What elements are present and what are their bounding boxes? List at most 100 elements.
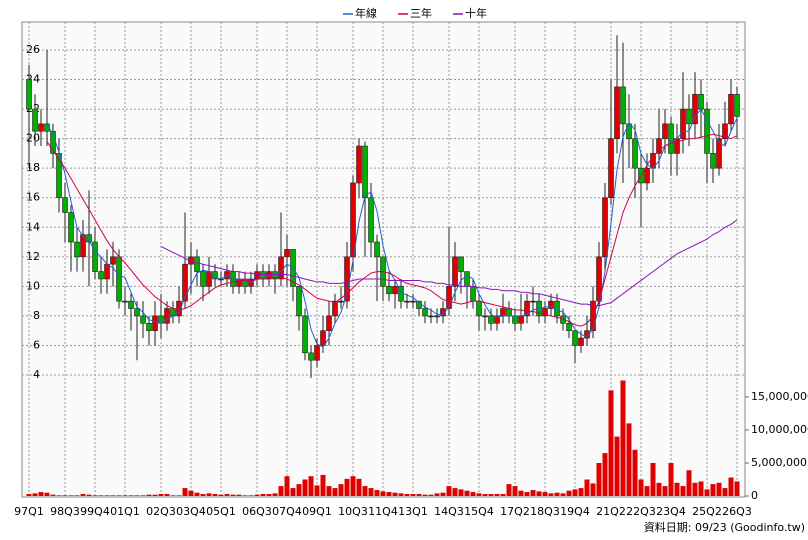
candle-body xyxy=(584,330,590,339)
volume-bar xyxy=(722,488,728,496)
y-tick-label: 18 xyxy=(26,161,40,174)
candle-body xyxy=(140,315,146,324)
candle-body xyxy=(422,308,428,317)
volume-bar xyxy=(332,488,338,496)
candle-body xyxy=(104,263,110,280)
candle-body xyxy=(26,79,32,110)
candle-body xyxy=(308,352,314,361)
candle-body xyxy=(296,286,302,317)
volume-bar xyxy=(290,488,296,496)
candle-body xyxy=(254,271,260,280)
candle-body xyxy=(554,300,560,317)
volume-bar xyxy=(386,492,392,496)
volume-bar xyxy=(26,494,32,496)
volume-bar xyxy=(638,479,644,496)
volume-bar xyxy=(146,494,152,496)
volume-bar xyxy=(434,493,440,496)
volume-bar xyxy=(92,495,98,496)
volume-bar xyxy=(686,470,692,496)
volume-bar xyxy=(98,495,104,496)
volume-bar xyxy=(710,484,716,496)
volume-bar xyxy=(476,493,482,496)
candle-body xyxy=(374,241,380,258)
candle-body xyxy=(176,300,182,317)
volume-bar xyxy=(128,495,134,496)
x-tick-label: 25Q2 xyxy=(692,505,722,518)
candle-body xyxy=(518,315,524,324)
candle-body xyxy=(32,108,38,132)
candle-body xyxy=(488,315,494,324)
candle-body xyxy=(440,308,446,317)
candle-body xyxy=(362,145,368,199)
volume-bar xyxy=(164,494,170,496)
x-tick-label: 14Q3 xyxy=(434,505,464,518)
y-tick-label: 14 xyxy=(26,220,40,233)
volume-bar xyxy=(80,494,86,496)
volume-bar xyxy=(152,494,158,496)
volume-bar xyxy=(182,488,188,496)
volume-bar xyxy=(254,494,260,496)
volume-bar xyxy=(110,495,116,496)
volume-bar xyxy=(656,482,662,496)
candle-body xyxy=(662,123,668,139)
volume-bar xyxy=(68,495,74,496)
volume-bar xyxy=(236,494,242,496)
volume-bar xyxy=(620,380,626,496)
x-tick-label: 02Q3 xyxy=(146,505,176,518)
volume-bar xyxy=(170,495,176,496)
y-tick-label: 6 xyxy=(33,338,40,351)
volume-bar xyxy=(326,486,332,496)
volume-bar xyxy=(158,494,164,496)
y-tick-label: 10 xyxy=(26,279,40,292)
candle-body xyxy=(38,123,44,132)
volume-bar xyxy=(632,449,638,496)
volume-bar xyxy=(512,486,518,496)
ma-line xyxy=(46,133,738,327)
volume-bar xyxy=(242,495,248,496)
volume-bar xyxy=(266,494,272,496)
volume-bar xyxy=(578,488,584,496)
candle-body xyxy=(146,322,152,331)
candle-body xyxy=(626,123,632,139)
candle-body xyxy=(314,345,320,361)
x-tick-label: 18Q3 xyxy=(530,505,560,518)
volume-bar xyxy=(566,490,572,496)
y2-tick-label: 15,000,000 xyxy=(751,390,808,403)
volume-bar xyxy=(626,423,632,496)
y-tick-label: 20 xyxy=(26,132,40,145)
volume-bar xyxy=(314,485,320,496)
volume-bar xyxy=(674,482,680,496)
candle-body xyxy=(356,145,362,184)
y-tick-label: 26 xyxy=(26,43,40,56)
candle-body xyxy=(320,330,326,346)
volume-bar xyxy=(194,492,200,496)
volume-bar xyxy=(560,493,566,496)
candle-body xyxy=(116,256,122,302)
volume-bar xyxy=(380,491,386,496)
candle-body xyxy=(458,256,464,272)
x-tick-label: 23Q4 xyxy=(656,505,686,518)
candle-body xyxy=(572,330,578,346)
candle-body xyxy=(644,167,650,184)
volume-bar xyxy=(470,492,476,496)
volume-bar xyxy=(206,493,212,496)
volume-bar xyxy=(458,489,464,496)
candle-body xyxy=(500,308,506,317)
candle-body xyxy=(452,256,458,287)
x-tick-label: 09Q1 xyxy=(302,505,332,518)
volume-bar xyxy=(608,390,614,496)
candle-body xyxy=(614,86,620,139)
candle-body xyxy=(506,308,512,317)
x-tick-label: 10Q3 xyxy=(338,505,368,518)
volume-bar xyxy=(296,484,302,496)
x-tick-label: 98Q3 xyxy=(50,505,80,518)
volume-bar xyxy=(464,490,470,496)
legend-label: 年線 xyxy=(355,6,377,20)
volume-bar xyxy=(410,494,416,496)
volume-bar xyxy=(260,494,266,496)
candle-body xyxy=(512,315,518,324)
candle-body xyxy=(698,94,704,110)
candle-body xyxy=(152,315,158,331)
candle-body xyxy=(578,337,584,346)
x-tick-label: 21Q2 xyxy=(596,505,626,518)
